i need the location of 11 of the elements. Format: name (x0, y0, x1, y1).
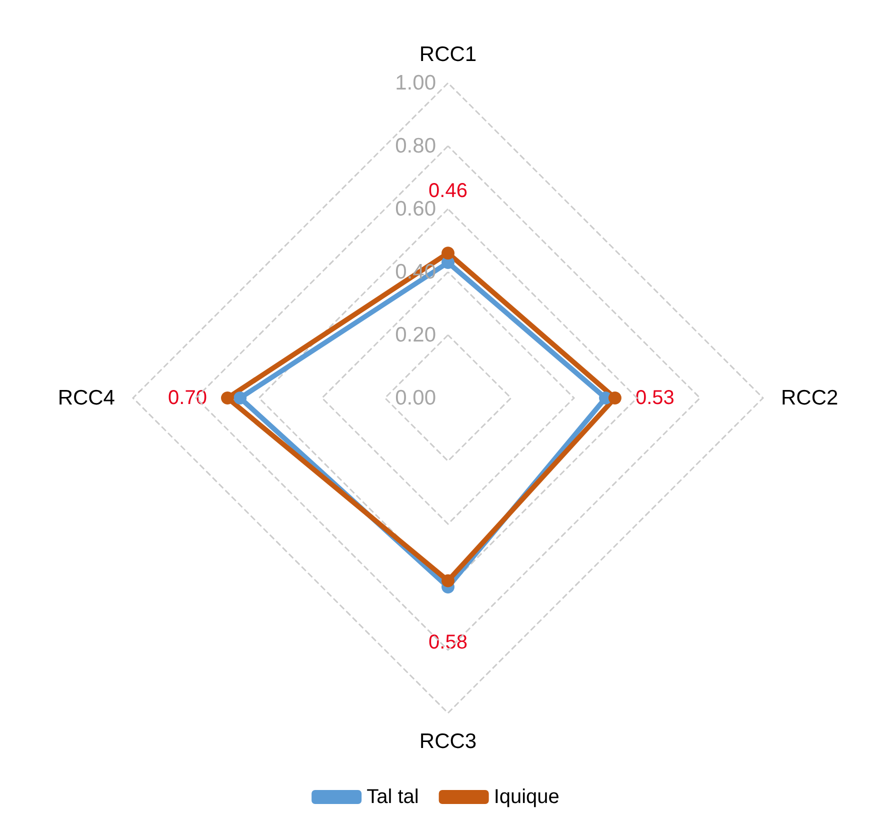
legend-label: Tal tal (366, 786, 419, 808)
y-tick-label: 0.00 (395, 386, 436, 410)
data-label: 0.53 (635, 387, 674, 409)
y-tick-label: 0.80 (395, 134, 436, 158)
spoke-label: RCC1 (419, 43, 477, 66)
spoke-label: RCC4 (58, 386, 116, 410)
y-tick-label: 0.20 (395, 324, 436, 346)
spoke-label: RCC3 (419, 730, 477, 753)
spoke-label: RCC2 (781, 386, 838, 410)
y-tick-label: 1.00 (395, 72, 436, 94)
legend-label: Iquique (494, 786, 560, 808)
